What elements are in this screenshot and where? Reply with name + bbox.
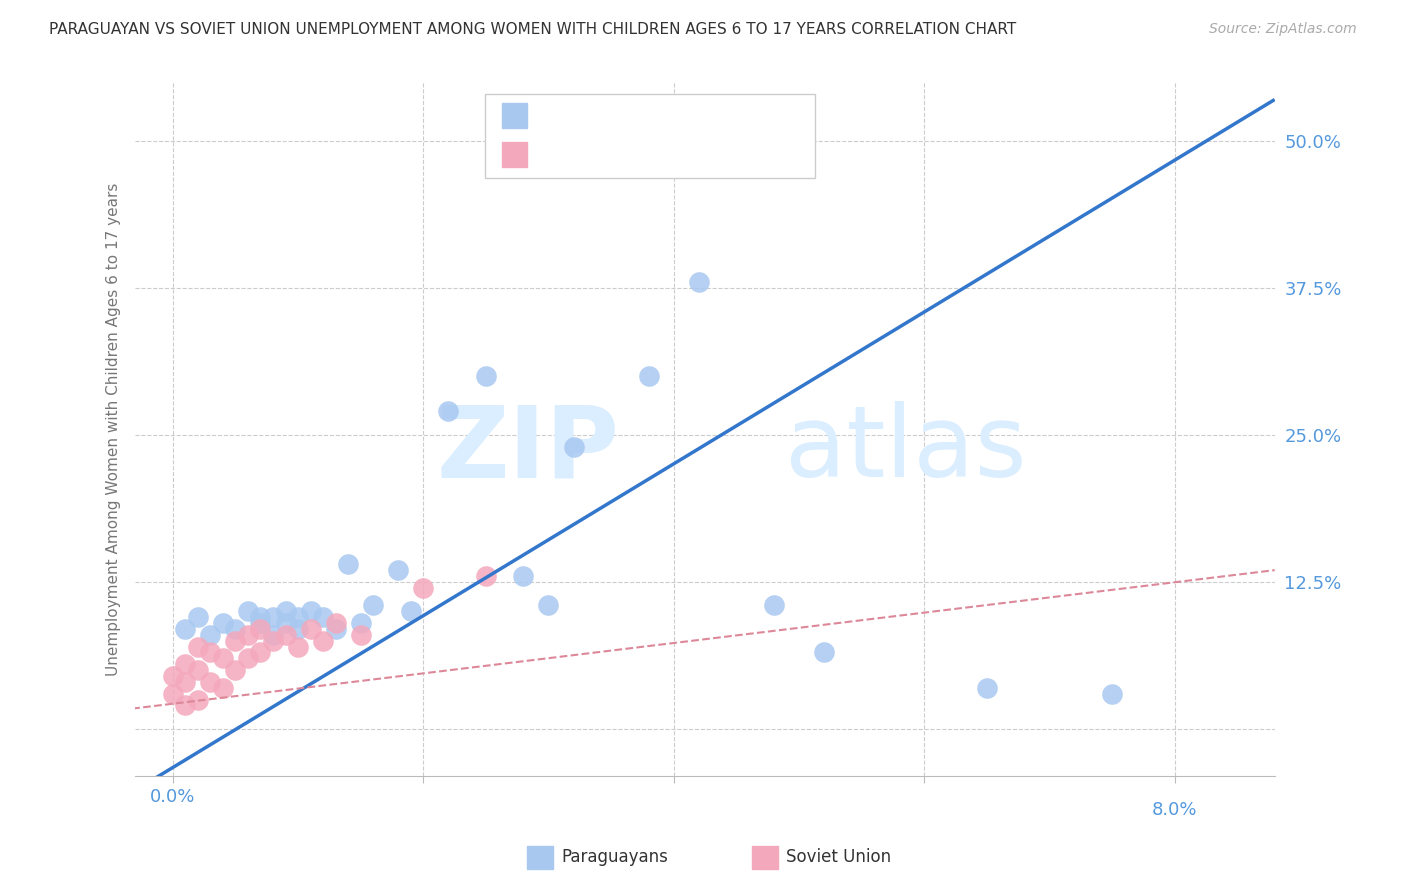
Point	[287, 640, 309, 654]
Point	[387, 563, 409, 577]
Point	[299, 622, 322, 636]
Point	[249, 622, 271, 636]
Point	[200, 628, 222, 642]
Point	[637, 369, 659, 384]
Text: R =: R =	[541, 145, 581, 163]
Point	[224, 633, 246, 648]
Text: Source: ZipAtlas.com: Source: ZipAtlas.com	[1209, 22, 1357, 37]
Text: Soviet Union: Soviet Union	[786, 848, 891, 866]
Point	[187, 640, 209, 654]
Point	[224, 622, 246, 636]
Point	[337, 558, 360, 572]
Text: 33: 33	[693, 107, 718, 125]
Point	[212, 651, 235, 665]
Point	[312, 633, 335, 648]
Point	[174, 674, 197, 689]
Point	[236, 604, 259, 618]
Point	[350, 616, 373, 631]
Text: atlas: atlas	[785, 401, 1026, 499]
Text: N =: N =	[647, 107, 699, 125]
Text: Paraguayans: Paraguayans	[561, 848, 668, 866]
Text: R =: R =	[541, 107, 581, 125]
Point	[236, 628, 259, 642]
Point	[813, 645, 835, 659]
Point	[249, 616, 271, 631]
Point	[262, 628, 284, 642]
Point	[200, 645, 222, 659]
Text: 0.146: 0.146	[583, 145, 640, 163]
Point	[1101, 687, 1123, 701]
Point	[399, 604, 422, 618]
Point	[361, 599, 384, 613]
Point	[274, 616, 297, 631]
Text: 0.592: 0.592	[583, 107, 640, 125]
Text: 27: 27	[693, 145, 718, 163]
Point	[325, 616, 347, 631]
Point	[976, 681, 998, 695]
Point	[262, 633, 284, 648]
Point	[274, 628, 297, 642]
Point	[312, 610, 335, 624]
Point	[212, 616, 235, 631]
Point	[287, 622, 309, 636]
Point	[174, 698, 197, 713]
Point	[512, 569, 534, 583]
Point	[236, 651, 259, 665]
Point	[762, 599, 785, 613]
Point	[475, 569, 498, 583]
Point	[412, 581, 434, 595]
Point	[475, 369, 498, 384]
Point	[688, 275, 710, 289]
Point	[562, 440, 585, 454]
Text: N =: N =	[647, 145, 699, 163]
Point	[287, 610, 309, 624]
Point	[299, 604, 322, 618]
Point	[212, 681, 235, 695]
Point	[162, 687, 184, 701]
Point	[187, 692, 209, 706]
Point	[224, 663, 246, 677]
Text: ZIP: ZIP	[437, 401, 620, 499]
Point	[174, 657, 197, 672]
Point	[200, 674, 222, 689]
Point	[249, 645, 271, 659]
Point	[274, 604, 297, 618]
Point	[325, 622, 347, 636]
Point	[174, 622, 197, 636]
Point	[249, 610, 271, 624]
Point	[437, 404, 460, 418]
Point	[162, 669, 184, 683]
Text: PARAGUAYAN VS SOVIET UNION UNEMPLOYMENT AMONG WOMEN WITH CHILDREN AGES 6 TO 17 Y: PARAGUAYAN VS SOVIET UNION UNEMPLOYMENT …	[49, 22, 1017, 37]
Y-axis label: Unemployment Among Women with Children Ages 6 to 17 years: Unemployment Among Women with Children A…	[107, 182, 121, 675]
Point	[187, 663, 209, 677]
Text: 8.0%: 8.0%	[1152, 801, 1198, 819]
Point	[350, 628, 373, 642]
Point	[537, 599, 560, 613]
Point	[187, 610, 209, 624]
Point	[262, 610, 284, 624]
